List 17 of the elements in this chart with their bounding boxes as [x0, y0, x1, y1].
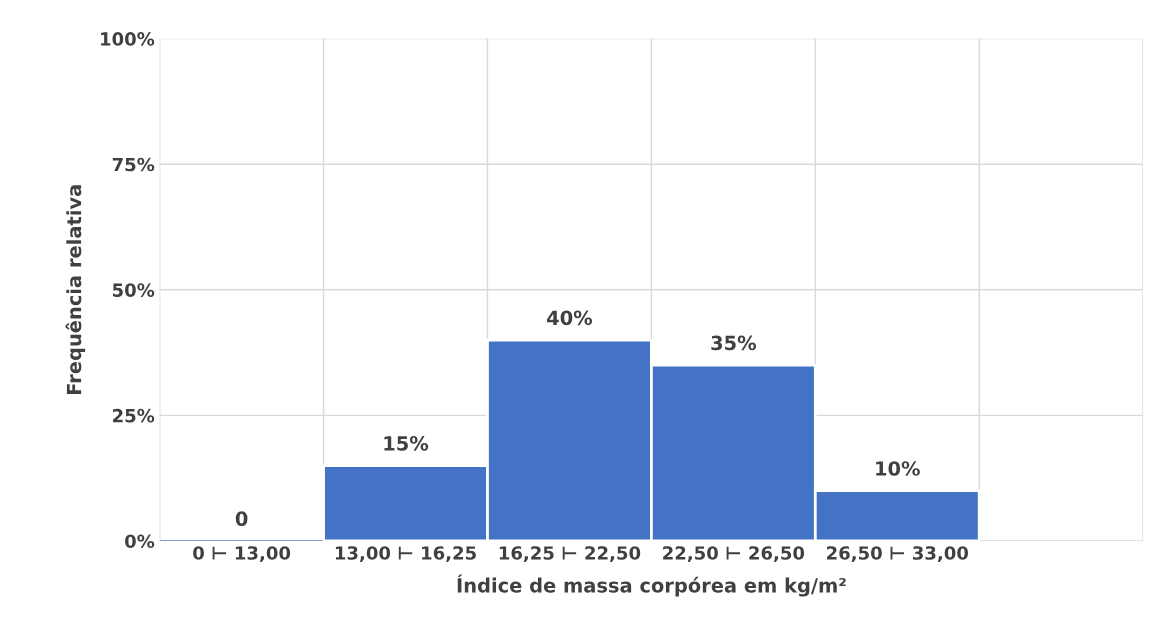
- y-axis-title: Frequência relativa: [65, 185, 86, 395]
- y-tick-label: 100%: [101, 32, 155, 46]
- x-tick-label: 16,25 ⊢ 22,50: [499, 546, 641, 563]
- y-tick-label: 25%: [113, 408, 155, 423]
- x-tick-label: 22,50 ⊢ 26,50: [663, 546, 805, 563]
- data-label: 0: [235, 511, 248, 527]
- data-label: 35%: [711, 335, 756, 351]
- x-tick-label: 0 ⊢ 13,00: [193, 546, 291, 563]
- data-label: 15%: [384, 436, 429, 451]
- data-label: 10%: [876, 461, 920, 476]
- data-label: 40%: [547, 310, 593, 326]
- x-axis-title: Índice de massa corpórea em kg/m²: [457, 574, 846, 597]
- x-tick-label: 13,00 ⊢ 16,25: [335, 546, 476, 563]
- y-tick-label: 75%: [112, 157, 155, 172]
- y-tick-label: 0%: [125, 534, 155, 549]
- y-tick-label: 50%: [112, 283, 155, 297]
- x-tick-label: 26,50 ⊢ 33,00: [827, 546, 969, 563]
